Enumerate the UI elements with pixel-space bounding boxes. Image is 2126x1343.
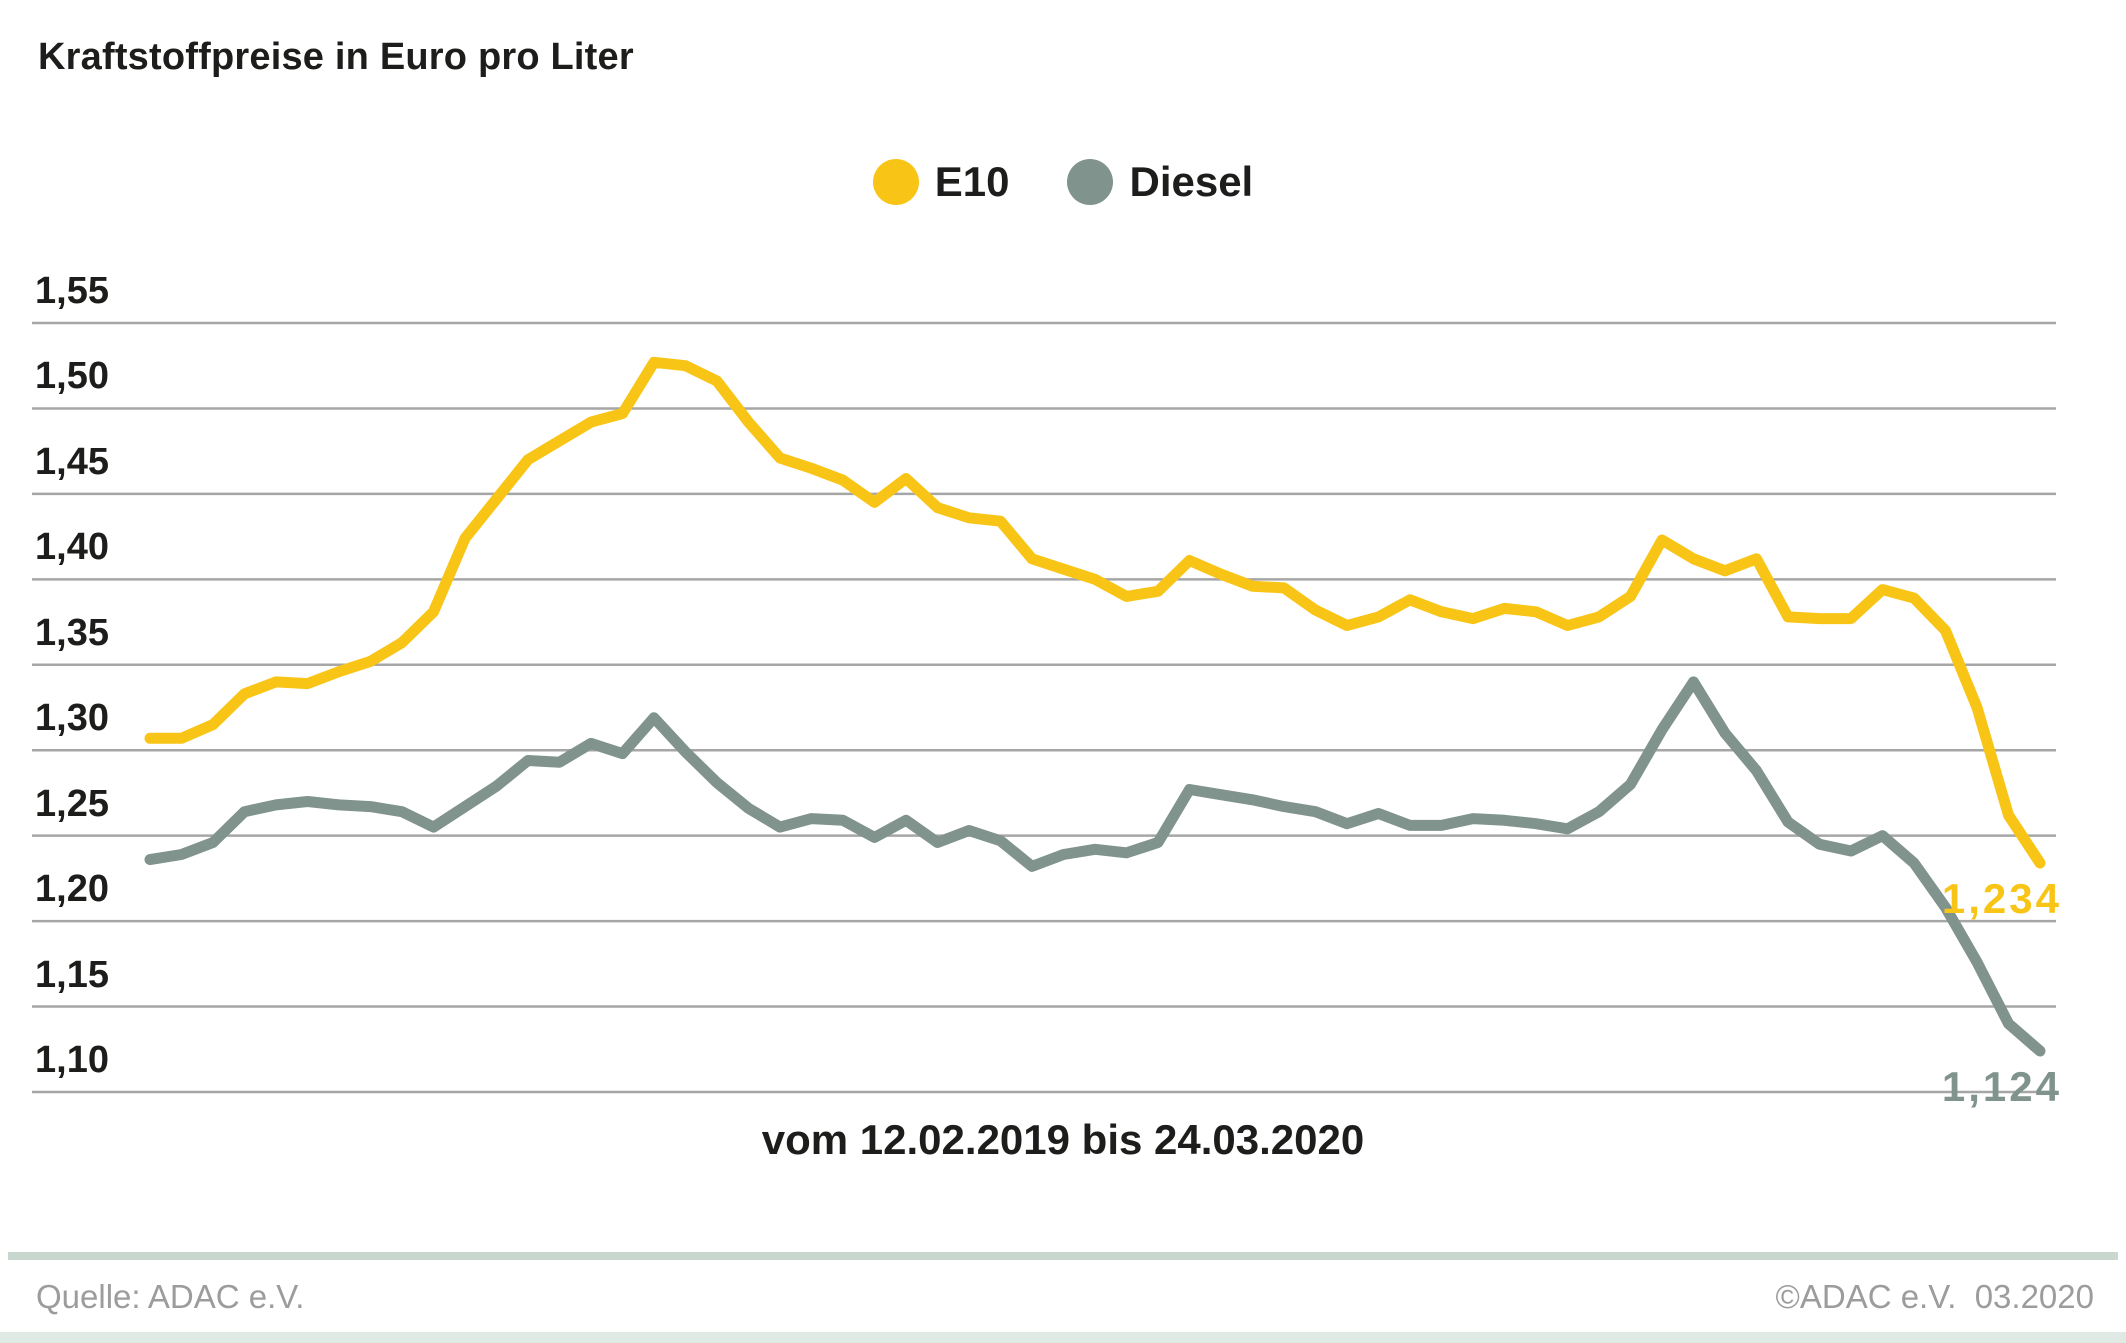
- bottom-accent-band: [0, 1332, 2126, 1343]
- diesel-series-dot-icon: [1067, 159, 1114, 205]
- legend-item-e10: E10: [872, 158, 1010, 206]
- e10-legend-label: E10: [934, 158, 1010, 205]
- y-tick-label: 1,10: [35, 1039, 109, 1081]
- footer-separator-line: [8, 1252, 2118, 1260]
- y-tick-label: 1,25: [35, 782, 109, 825]
- y-tick-label: 1,35: [35, 611, 109, 654]
- e10-price-line: [144, 356, 2046, 869]
- page-title: Kraftstoffpreise in Euro pro Liter: [38, 36, 634, 78]
- y-tick-label: 1,20: [35, 868, 109, 911]
- legend-item-diesel: Diesel: [1067, 158, 1253, 206]
- source-credit: Quelle: ADAC e.V.: [36, 1278, 305, 1315]
- y-tick-label: 1,45: [35, 440, 109, 483]
- diesel-legend-label: Diesel: [1129, 158, 1254, 205]
- chart-legend: E10 Diesel: [0, 158, 2126, 206]
- y-tick-label: 1,40: [35, 526, 109, 569]
- y-tick-label: 1,30: [35, 697, 109, 740]
- y-tick-label: 1,55: [35, 270, 109, 312]
- date-range-label: vom 12.02.2019 bis 24.03.2020: [761, 1116, 1365, 1163]
- e10-series-dot-icon: [872, 159, 919, 205]
- e10-end-value-label: 1,234: [1941, 875, 2062, 922]
- y-tick-label: 1,15: [35, 953, 109, 996]
- diesel-end-value-label: 1,124: [1941, 1062, 2062, 1110]
- diesel-price-line: [144, 676, 2046, 1057]
- y-tick-label: 1,50: [35, 355, 109, 398]
- copyright-notice: ©ADAC e.V. 03.2020: [1775, 1278, 2094, 1315]
